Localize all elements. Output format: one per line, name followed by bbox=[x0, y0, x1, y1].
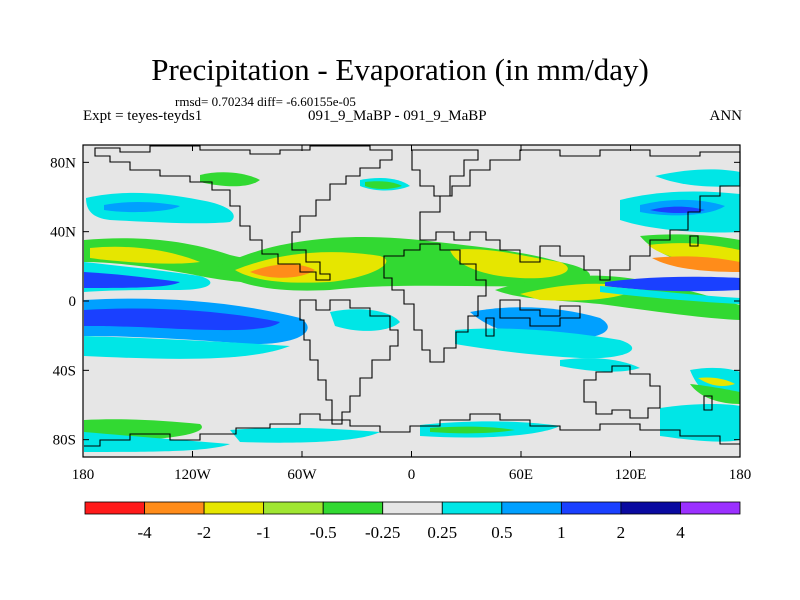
cases-label: 091_9_MaBP - 091_9_MaBP bbox=[308, 108, 487, 124]
contour-cyan-antarctic-mid bbox=[230, 427, 380, 443]
colorbar-label: 4 bbox=[676, 523, 685, 542]
contour-blue-equator-east bbox=[605, 276, 740, 292]
colorbar-label: -4 bbox=[137, 523, 152, 542]
contour-cyan-south-pacific bbox=[84, 336, 290, 359]
contour-green-arctic-west bbox=[200, 172, 260, 187]
x-tick-label: 180 bbox=[72, 467, 95, 483]
colorbar-label: -1 bbox=[257, 523, 271, 542]
coast-indonesia bbox=[499, 299, 581, 327]
coast-madagascar bbox=[485, 317, 495, 337]
x-tick-label: 120W bbox=[174, 467, 212, 483]
contour-yellow-southeast bbox=[698, 377, 735, 386]
colorbar-swatch bbox=[620, 501, 681, 515]
colorbar-swatch bbox=[144, 501, 205, 515]
contour-cyan-equator-east bbox=[600, 286, 740, 304]
coast-antarctica bbox=[84, 413, 740, 447]
contour-green-arctic-atlantic bbox=[365, 181, 402, 189]
chart-title: Precipitation - Evaporation (in mm/day) bbox=[151, 52, 649, 87]
colorbar-label: -0.5 bbox=[310, 523, 337, 542]
coast-south-america bbox=[299, 299, 399, 425]
contour-orange-east-north bbox=[652, 256, 740, 272]
coast-new-zealand bbox=[703, 395, 713, 411]
colorbar-label: 0.25 bbox=[427, 523, 457, 542]
contour-yellow-north-pacific bbox=[90, 246, 200, 264]
colorbar-swatch bbox=[560, 501, 622, 515]
colorbar-swatch bbox=[322, 501, 384, 515]
contour-yellow-indian bbox=[450, 249, 568, 279]
contour-blue-itcz-north bbox=[84, 272, 180, 288]
colorbar-swatch bbox=[441, 501, 503, 515]
contour-green-indian-south bbox=[495, 275, 740, 320]
colorbar: -4 -2 -1 -0.5 -0.25 0.25 0.5 1 2 4 bbox=[84, 501, 741, 542]
contour-cyan-south-east bbox=[560, 358, 640, 372]
contour-orange-atlantic-north bbox=[250, 264, 315, 278]
colorbar-label: -2 bbox=[197, 523, 211, 542]
coast-eurasia bbox=[419, 149, 741, 281]
map-area bbox=[82, 144, 741, 458]
coast-australia bbox=[583, 365, 661, 419]
contour-cyan-north-atlantic-east bbox=[655, 169, 740, 187]
colorbar-swatch bbox=[203, 501, 265, 515]
colorbar-swatch bbox=[501, 501, 562, 515]
contour-darkblue-south-pacific bbox=[84, 308, 280, 331]
coast-north-america bbox=[94, 145, 393, 281]
colorbar-label: 0.5 bbox=[491, 523, 512, 542]
contour-blue-north-pacific-storm bbox=[104, 202, 180, 213]
contour-blue-south-atlantic bbox=[470, 307, 608, 340]
y-tick-label: 0 bbox=[69, 294, 77, 310]
y-tick-label: 40S bbox=[53, 363, 76, 379]
x-tick-label: 120E bbox=[615, 467, 647, 483]
contour-green-southeast bbox=[690, 384, 740, 404]
colorbar-label: 1 bbox=[557, 523, 566, 542]
coastline bbox=[84, 145, 741, 447]
contour-cyan-indian-south-band bbox=[455, 328, 633, 359]
x-tick-label: 0 bbox=[408, 467, 416, 483]
contour-cyan-south-atlantic bbox=[330, 309, 400, 331]
y-tick-label: 40N bbox=[50, 225, 76, 241]
x-tick-label: 60W bbox=[287, 467, 317, 483]
colorbar-swatch bbox=[263, 501, 324, 515]
y-axis: 80N 40N 0 40S 80S bbox=[50, 155, 740, 449]
coast-africa bbox=[383, 243, 487, 363]
x-tick-label: 60E bbox=[509, 467, 533, 483]
season-label: ANN bbox=[709, 108, 743, 124]
colorbar-swatch bbox=[680, 501, 741, 515]
colorbar-swatch bbox=[84, 501, 145, 515]
x-axis: 180 120W 60W 0 60E 120E 180 bbox=[72, 145, 752, 483]
experiment-label: Expt = teyes-teyds1 bbox=[83, 108, 203, 124]
colorbar-swatch bbox=[382, 501, 443, 515]
coast-japan bbox=[689, 235, 699, 247]
y-tick-label: 80S bbox=[53, 433, 76, 449]
stats-line: rmsd= 0.70234 diff= -6.60155e-05 bbox=[175, 94, 356, 109]
contour-field bbox=[84, 169, 740, 452]
contour-darkblue-north-atlantic bbox=[650, 206, 705, 213]
colorbar-label: 2 bbox=[617, 523, 626, 542]
contour-cyan-antarctic-west bbox=[84, 432, 230, 452]
contour-green-antarctic-center bbox=[430, 426, 515, 434]
y-tick-label: 80N bbox=[50, 155, 76, 171]
colorbar-label: -0.25 bbox=[365, 523, 400, 542]
x-tick-label: 180 bbox=[729, 467, 752, 483]
